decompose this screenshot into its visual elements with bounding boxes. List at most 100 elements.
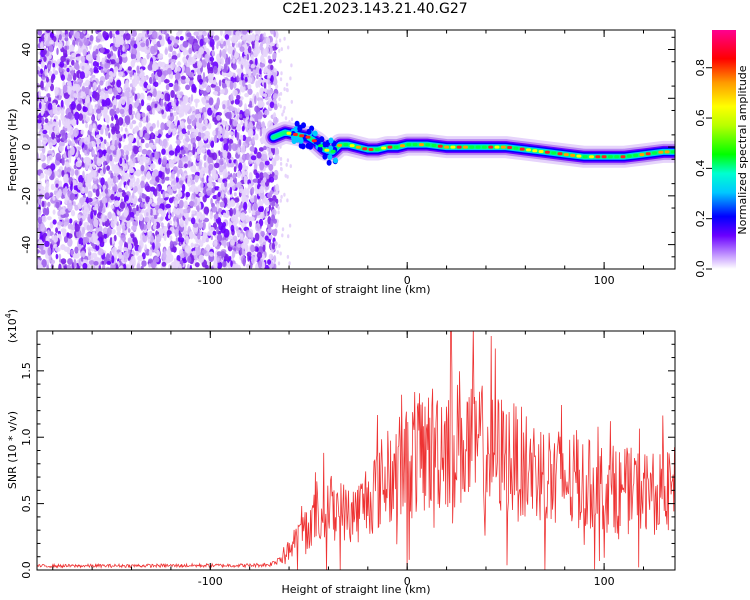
noise-point <box>279 157 283 161</box>
noise-point <box>201 114 205 121</box>
noise-point <box>85 162 89 171</box>
noise-point <box>139 72 145 79</box>
noise-point <box>151 30 158 40</box>
noise-point <box>172 158 177 163</box>
signal-core <box>576 154 582 158</box>
noise-point <box>264 235 269 241</box>
noise-point <box>204 118 208 125</box>
signal-blob <box>294 120 300 127</box>
noise-point <box>131 89 134 94</box>
noise-point <box>242 30 248 35</box>
noise-point <box>156 249 161 257</box>
noise-point <box>79 71 86 80</box>
noise-point <box>187 130 190 136</box>
noise-point <box>94 203 99 211</box>
noise-point <box>201 30 207 37</box>
noise-point <box>231 185 236 190</box>
noise-point <box>244 109 250 118</box>
noise-point <box>67 202 73 212</box>
noise-point <box>186 103 191 110</box>
noise-point <box>170 122 175 130</box>
noise-point <box>222 171 229 178</box>
noise-point <box>197 60 202 69</box>
noise-point <box>267 259 272 265</box>
noise-point <box>234 177 238 185</box>
signal-blob <box>291 138 297 145</box>
noise-point <box>247 77 253 84</box>
noise-point <box>142 233 146 243</box>
noise-point <box>260 192 265 200</box>
noise-point <box>81 197 86 203</box>
noise-point <box>251 136 255 145</box>
noise-point <box>121 53 127 58</box>
noise-point <box>128 168 135 174</box>
noise-point <box>254 57 258 66</box>
noise-point <box>179 91 184 96</box>
y-tick-label: 0 <box>20 144 33 151</box>
snr-panel: -100 0 100 0.0 0.5 1.0 1.5 Height of straight … <box>4 309 676 596</box>
noise-point <box>240 58 247 66</box>
noise-point <box>188 72 195 78</box>
noise-point <box>101 260 104 265</box>
noise-point <box>113 165 120 174</box>
noise-point <box>243 175 248 185</box>
noise-point <box>191 210 196 215</box>
noise-point <box>232 89 238 97</box>
noise-point <box>216 97 220 107</box>
noise-point <box>213 35 220 41</box>
noise-point <box>92 61 98 67</box>
noise-point <box>174 221 178 228</box>
noise-point <box>138 147 143 153</box>
noise-point <box>118 117 124 126</box>
noise-point <box>118 142 122 149</box>
noise-point <box>233 166 237 173</box>
noise-point <box>120 96 126 106</box>
noise-point <box>55 183 59 188</box>
noise-point <box>138 184 141 190</box>
noise-point <box>79 220 82 227</box>
noise-point <box>90 235 96 243</box>
noise-point <box>84 142 88 151</box>
noise-point <box>52 109 57 115</box>
noise-point <box>107 53 111 59</box>
noise-point <box>41 162 47 169</box>
signal-core <box>526 148 531 152</box>
noise-point <box>149 126 154 132</box>
noise-point <box>145 39 149 47</box>
noise-point <box>232 63 237 70</box>
noise-point <box>51 234 55 241</box>
signal-blob <box>328 137 334 144</box>
noise-point <box>231 250 236 258</box>
noise-point <box>96 62 100 68</box>
noise-point <box>127 66 132 71</box>
noise-point <box>161 158 168 165</box>
noise-point <box>211 206 218 213</box>
noise-point <box>47 150 53 155</box>
noise-point <box>186 263 191 269</box>
noise-point <box>176 90 181 97</box>
noise-point <box>221 48 227 58</box>
noise-point <box>172 127 177 134</box>
noise-point <box>131 30 138 37</box>
noise-point <box>58 34 62 41</box>
noise-point <box>109 108 115 117</box>
noise-point <box>160 93 165 100</box>
noise-point <box>241 36 247 41</box>
noise-point <box>54 171 60 176</box>
noise-point <box>102 263 106 269</box>
noise-point <box>157 69 163 77</box>
noise-point <box>153 214 158 220</box>
noise-point <box>48 109 54 116</box>
noise-point <box>188 35 194 44</box>
noise-point <box>251 33 256 42</box>
noise-point <box>257 111 263 120</box>
noise-point <box>44 96 49 102</box>
noise-point <box>91 116 94 121</box>
noise-point <box>160 122 165 131</box>
noise-point <box>222 149 228 159</box>
noise-point <box>258 206 264 213</box>
noise-point <box>163 70 169 76</box>
noise-point <box>236 264 242 269</box>
noise-point <box>214 119 218 125</box>
noise-point <box>252 178 259 183</box>
